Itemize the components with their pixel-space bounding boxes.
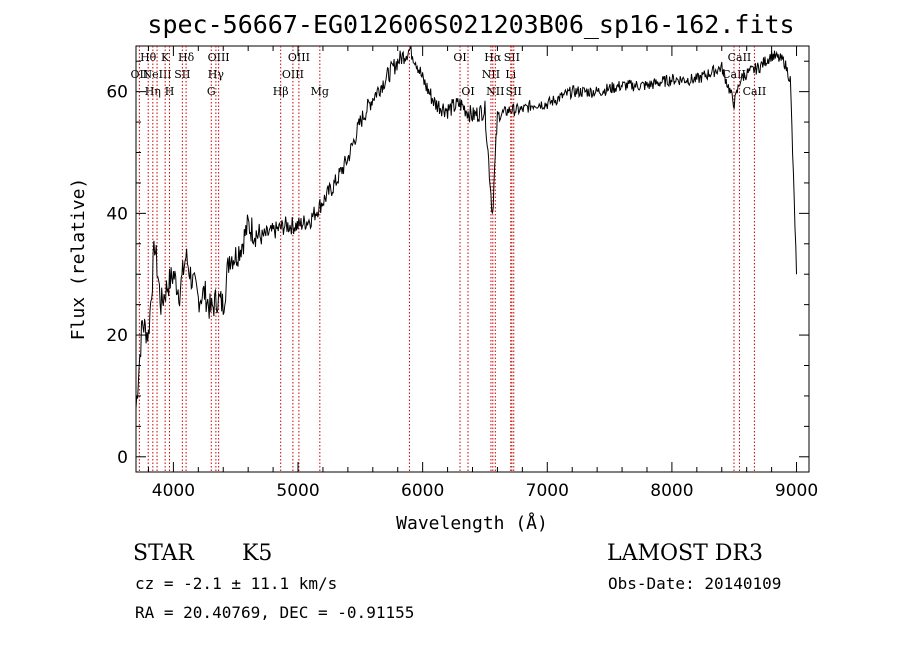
redshift-cz: cz = -2.1 ± 11.1 km/s — [135, 574, 337, 593]
x-tick-label: 4000 — [152, 481, 195, 501]
line-marker-label: OII — [131, 68, 149, 81]
line-marker-label: H — [165, 85, 175, 98]
line-marker-label: OIII — [282, 68, 304, 81]
line-marker-label: OIII — [208, 51, 230, 64]
object-class: STAR — [133, 541, 195, 566]
line-marker-label: OI — [453, 51, 466, 64]
plot-frame — [135, 45, 810, 473]
line-marker-label: Mg — [311, 85, 329, 98]
observation-date: Obs-Date: 20140109 — [608, 574, 781, 593]
line-marker-label: OI — [461, 85, 474, 98]
x-tick-label: 5000 — [276, 481, 319, 501]
line-marker-label: Li — [505, 68, 516, 81]
x-tick-label: 8000 — [650, 481, 693, 501]
line-marker-label: K — [161, 51, 170, 64]
x-tick-label: 9000 — [775, 481, 818, 501]
line-marker-label: CaII — [728, 51, 752, 64]
info-panel: STAR K5 cz = -2.1 ± 11.1 km/s RA = 20.40… — [133, 541, 781, 622]
line-marker-label: SII — [504, 51, 520, 64]
y-tick-label: 0 — [117, 448, 128, 468]
line-marker-label: OIII — [288, 51, 310, 64]
plot-area: OII Hθ Hη NeIII K H SII Hδ G Hγ OIII Hβ OIII OIII Mg OI… — [106, 45, 818, 501]
line-marker-label: NII — [482, 68, 500, 81]
spectrum-line — [135, 45, 797, 409]
line-marker-label: NII — [486, 85, 504, 98]
axis-ticks — [136, 46, 809, 472]
survey-name: LAMOST DR3 — [607, 541, 763, 566]
line-marker-label: Hα — [484, 51, 502, 64]
line-markers: OII Hθ Hη NeIII K H SII Hδ G Hγ OIII Hβ OIII OIII Mg OI… — [131, 46, 767, 472]
line-marker-label: SII — [174, 68, 190, 81]
y-axis-label: Flux (relative) — [68, 178, 89, 341]
chart-title: spec-56667-EG012606S021203B06_sp16-162.f… — [147, 10, 794, 39]
line-marker-label: Hθ — [140, 51, 157, 64]
line-marker-label: CaII — [743, 85, 767, 98]
line-marker-label: Hδ — [178, 51, 195, 64]
x-tick-label: 7000 — [526, 481, 569, 501]
y-tick-label: 60 — [106, 83, 128, 103]
line-marker-label: Hβ — [273, 85, 289, 98]
line-marker-label: Hη — [145, 85, 161, 98]
line-marker-label: G — [207, 85, 216, 98]
line-marker-label: NeIII — [142, 68, 171, 81]
y-tick-label: 40 — [106, 204, 128, 224]
axis-tick-labels: 4000 5000 6000 7000 8000 9000 0 20 40 60 — [106, 83, 818, 501]
y-tick-label: 20 — [106, 326, 128, 346]
line-marker-label: SII — [506, 85, 522, 98]
coordinates: RA = 20.40769, DEC = -0.91155 — [135, 603, 414, 622]
line-marker-label: Hγ — [208, 68, 225, 81]
x-tick-label: 6000 — [401, 481, 444, 501]
object-subclass: K5 — [242, 541, 272, 566]
x-axis-label: Wavelength (Å) — [396, 512, 548, 534]
